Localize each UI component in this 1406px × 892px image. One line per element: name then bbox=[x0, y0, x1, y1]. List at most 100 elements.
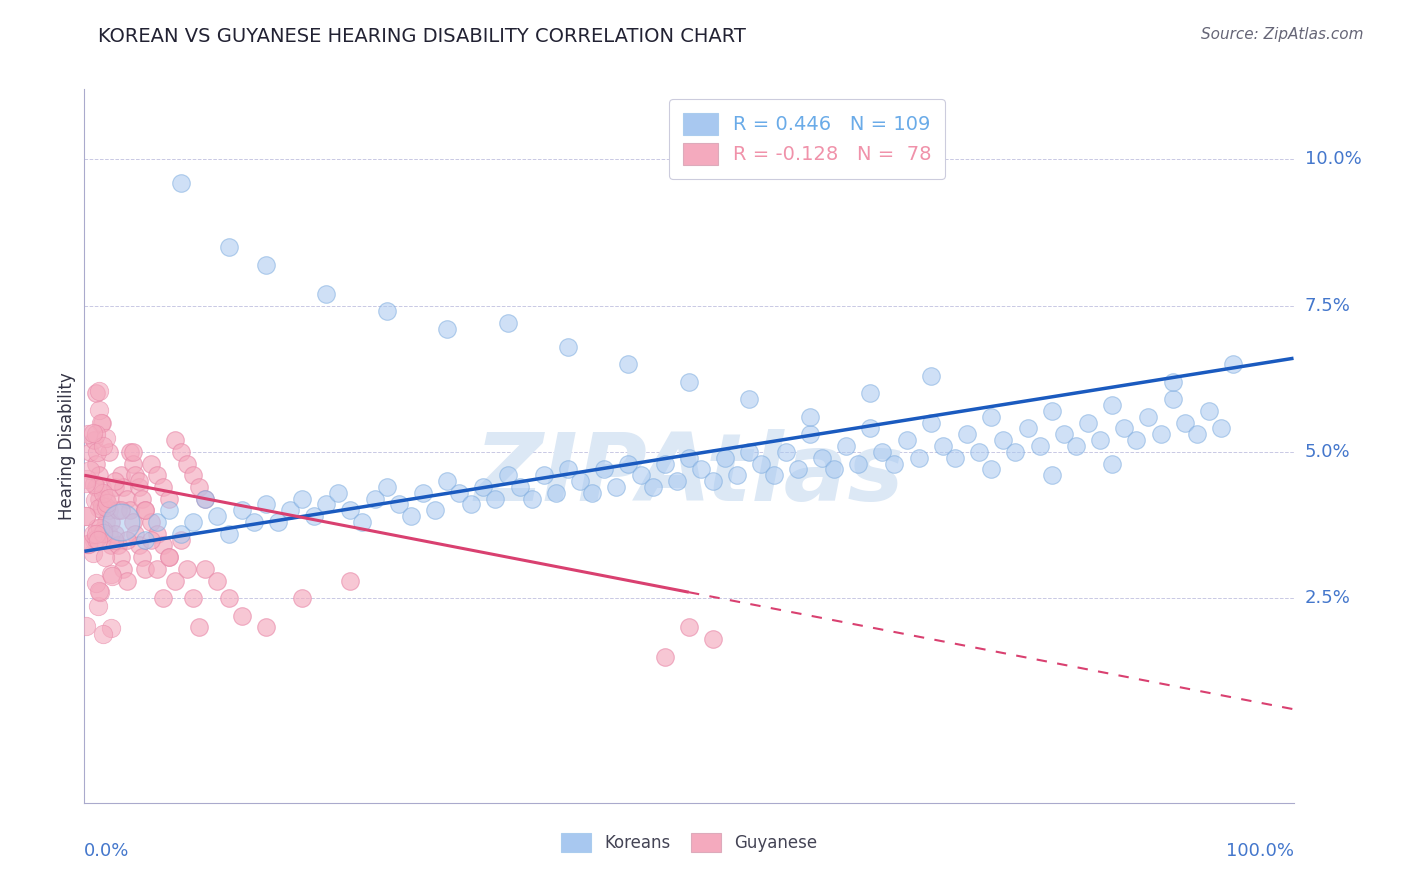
Point bbox=[1088, 433, 1111, 447]
Point bbox=[91, 523, 114, 537]
Point bbox=[218, 591, 240, 605]
Point bbox=[82, 527, 104, 541]
Point bbox=[83, 476, 105, 491]
Point bbox=[1040, 404, 1063, 418]
Text: 10.0%: 10.0% bbox=[1305, 151, 1361, 169]
Point bbox=[75, 508, 97, 523]
Point bbox=[120, 445, 142, 459]
Point bbox=[165, 574, 187, 588]
Point bbox=[423, 503, 446, 517]
Point bbox=[678, 450, 700, 465]
Point bbox=[207, 509, 229, 524]
Point bbox=[254, 258, 277, 272]
Point bbox=[157, 550, 180, 565]
Point bbox=[86, 533, 108, 547]
Point bbox=[134, 562, 156, 576]
Point bbox=[291, 491, 314, 506]
Point bbox=[86, 520, 108, 534]
Point bbox=[472, 480, 495, 494]
Y-axis label: Hearing Disability: Hearing Disability bbox=[58, 372, 76, 520]
Point bbox=[859, 421, 882, 435]
Text: 0.0%: 0.0% bbox=[84, 842, 129, 860]
Point bbox=[112, 480, 135, 494]
Point bbox=[170, 445, 193, 459]
Point bbox=[134, 503, 156, 517]
Point bbox=[1040, 468, 1063, 483]
Point bbox=[98, 491, 121, 505]
Point bbox=[75, 619, 97, 633]
Point bbox=[75, 509, 97, 524]
Point bbox=[110, 468, 132, 483]
Point bbox=[91, 503, 114, 517]
Point bbox=[87, 491, 110, 506]
Point bbox=[956, 427, 979, 442]
Point bbox=[194, 562, 217, 576]
Point bbox=[188, 620, 211, 634]
Point bbox=[146, 468, 169, 483]
Point bbox=[96, 500, 118, 515]
Point bbox=[786, 462, 808, 476]
Point bbox=[100, 515, 122, 529]
Point bbox=[176, 562, 198, 576]
Point bbox=[412, 485, 434, 500]
Point bbox=[375, 304, 398, 318]
Point bbox=[714, 450, 737, 465]
Text: 100.0%: 100.0% bbox=[1226, 842, 1294, 860]
Point bbox=[124, 468, 146, 483]
Point bbox=[678, 375, 700, 389]
Point bbox=[967, 445, 990, 459]
Point bbox=[157, 503, 180, 517]
Point bbox=[980, 409, 1002, 424]
Point bbox=[79, 445, 101, 459]
Point bbox=[77, 427, 100, 442]
Point bbox=[194, 491, 217, 506]
Point bbox=[702, 632, 724, 646]
Legend: Koreans, Guyanese: Koreans, Guyanese bbox=[554, 826, 824, 859]
Point bbox=[762, 468, 785, 483]
Point bbox=[79, 463, 101, 477]
Point bbox=[76, 537, 98, 551]
Point bbox=[242, 515, 264, 529]
Point bbox=[87, 584, 110, 599]
Point bbox=[1161, 392, 1184, 407]
Point bbox=[352, 515, 374, 529]
Point bbox=[218, 526, 240, 541]
Point bbox=[157, 491, 180, 506]
Point bbox=[94, 491, 117, 506]
Point bbox=[146, 526, 169, 541]
Point bbox=[121, 515, 143, 529]
Point bbox=[128, 480, 150, 494]
Point bbox=[302, 509, 325, 524]
Point bbox=[1077, 416, 1099, 430]
Point bbox=[86, 386, 108, 401]
Point bbox=[278, 503, 301, 517]
Point bbox=[146, 515, 169, 529]
Point bbox=[91, 439, 114, 453]
Point bbox=[91, 416, 114, 430]
Point bbox=[152, 591, 174, 605]
Point bbox=[436, 322, 458, 336]
Point bbox=[139, 533, 162, 547]
Point bbox=[104, 480, 127, 494]
Point bbox=[267, 515, 290, 529]
Point bbox=[87, 384, 110, 398]
Point bbox=[1174, 416, 1197, 430]
Point bbox=[82, 425, 104, 440]
Point bbox=[120, 503, 142, 517]
Point bbox=[702, 474, 724, 488]
Point bbox=[86, 480, 108, 494]
Point bbox=[89, 585, 111, 599]
Point bbox=[436, 474, 458, 488]
Point bbox=[82, 546, 104, 560]
Point bbox=[872, 445, 894, 459]
Point bbox=[738, 445, 761, 459]
Point bbox=[605, 480, 627, 494]
Point bbox=[557, 340, 579, 354]
Point bbox=[115, 574, 138, 588]
Point bbox=[100, 538, 122, 552]
Point bbox=[291, 591, 314, 605]
Point bbox=[107, 538, 129, 552]
Point bbox=[388, 498, 411, 512]
Point bbox=[231, 608, 253, 623]
Point bbox=[84, 532, 107, 546]
